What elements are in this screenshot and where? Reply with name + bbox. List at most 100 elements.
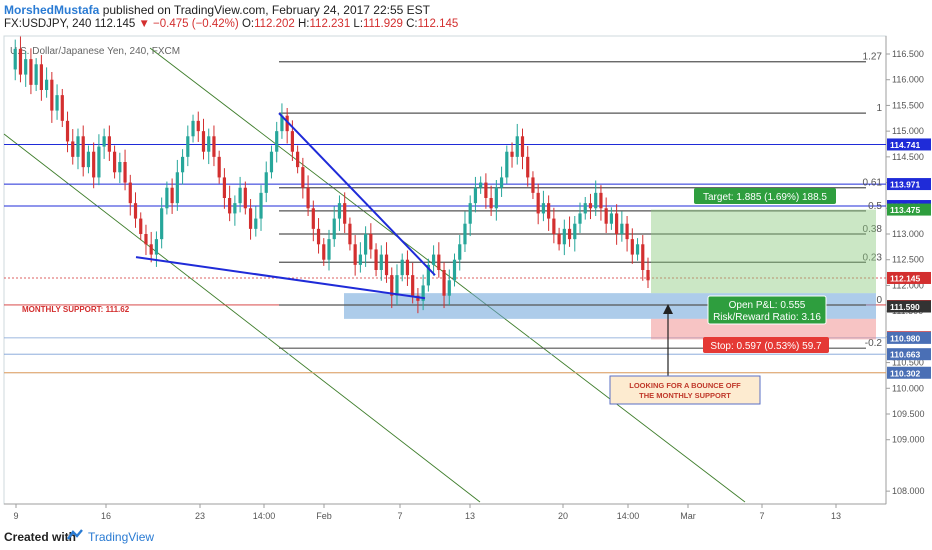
y-tick-label: 116.000 <box>892 75 924 85</box>
price-tag-label: 112.145 <box>890 273 921 283</box>
candle-body <box>426 264 430 286</box>
candle-body <box>358 254 362 265</box>
last-price: 112.145 <box>94 18 136 30</box>
candle-body <box>144 234 148 245</box>
y-tick-label: 109.500 <box>892 409 925 419</box>
price-tag-box <box>887 300 931 313</box>
note-line-1: LOOKING FOR A BOUNCE OFF <box>629 381 741 390</box>
price-tag-box <box>887 271 931 284</box>
x-tick-label: Mar <box>680 511 696 521</box>
x-tick-label: 14:00 <box>617 511 640 521</box>
y-tick-label: 110.000 <box>892 383 924 393</box>
candle-body <box>468 203 472 224</box>
target-label-group: Target: 1.885 (1.69%) 188.5 <box>694 188 836 204</box>
candle-body <box>515 136 519 157</box>
candle-body <box>165 187 169 209</box>
price-tag-label: 110.302 <box>890 368 921 378</box>
candle-body <box>369 234 373 250</box>
candle-body <box>259 192 263 219</box>
price-tag: 111.590 <box>887 300 931 313</box>
candle-body <box>562 228 566 245</box>
low-label: L: <box>353 18 364 30</box>
candle-body <box>374 249 378 270</box>
y-tick-label: 116.500 <box>892 49 924 59</box>
candle-body <box>541 203 546 214</box>
footer: Created with TradingView <box>0 522 932 550</box>
candle-body <box>311 208 315 229</box>
candle-body <box>118 162 122 173</box>
candle-body <box>196 120 200 132</box>
x-tick-label: 20 <box>558 511 568 521</box>
candle-body <box>348 223 352 245</box>
candle-body <box>536 192 540 214</box>
fib-level-label: 1 <box>876 103 882 114</box>
candle-body <box>531 177 535 193</box>
candle-body <box>442 270 446 296</box>
trendline-descending <box>278 112 436 276</box>
candle-body <box>588 203 593 209</box>
candle-body <box>50 79 54 111</box>
candle-body <box>290 131 294 152</box>
candle-body <box>630 239 634 255</box>
candle-body <box>494 187 498 209</box>
candle-body <box>133 203 138 219</box>
x-tick-label: 13 <box>465 511 475 521</box>
target-label: Target: 1.885 (1.69%) 188.5 <box>703 192 827 203</box>
author-link[interactable]: MorshedMustafa <box>4 3 100 17</box>
candle-body <box>24 59 28 75</box>
price-tag-label: 111.590 <box>890 302 920 312</box>
candle-body <box>29 59 33 85</box>
candle-body <box>13 48 17 70</box>
candle-body <box>379 254 383 270</box>
price-tag: 110.302 <box>887 366 931 379</box>
x-tick-label: 13 <box>831 511 841 521</box>
candle-body <box>65 120 70 142</box>
fib-level-label: 0.5 <box>868 201 882 212</box>
open-value: 112.202 <box>254 18 295 30</box>
candle-body <box>431 254 436 265</box>
candle-body <box>437 254 441 270</box>
candle-body <box>301 167 305 188</box>
candle-body <box>416 295 420 301</box>
candle-body <box>615 213 619 234</box>
tradingview-brand[interactable]: TradingView <box>88 530 155 544</box>
candle-body <box>180 156 185 173</box>
candle-body <box>123 162 127 183</box>
candle-body <box>186 136 190 157</box>
candle-body <box>332 218 336 240</box>
candle-body <box>635 244 640 255</box>
candle-body <box>76 136 80 157</box>
candle-body <box>212 136 216 157</box>
candle-body <box>322 244 326 260</box>
price-tag: 110.980 <box>887 331 931 344</box>
candle-body <box>390 275 394 296</box>
price-tag: 112.145 <box>887 271 931 284</box>
candle-body <box>316 228 321 245</box>
channel-line-upper <box>149 47 746 503</box>
symbol-line: FX:USDJPY, 240 112.145 ▼ −0.475 (−0.42%)… <box>4 18 458 30</box>
price-chart[interactable]: 108.000109.000109.500110.000110.500111.0… <box>0 34 932 522</box>
low-value: 111.929 <box>363 18 403 30</box>
candle-body <box>567 228 572 240</box>
chart-header: MorshedMustafa published on TradingView.… <box>0 0 932 34</box>
candle-body <box>343 203 347 224</box>
candle-body <box>92 151 96 178</box>
candle-body <box>285 115 289 132</box>
candle-body <box>405 259 410 276</box>
candle-body <box>463 223 467 245</box>
candle-body <box>264 172 268 193</box>
stop-label: Stop: 0.597 (0.53%) 59.7 <box>710 341 822 352</box>
y-tick-label: 115.000 <box>892 126 924 136</box>
candle-body <box>175 172 179 204</box>
candle-body <box>275 131 279 152</box>
candle-body <box>45 79 49 90</box>
candle-body <box>207 136 211 152</box>
candle-body <box>280 115 284 132</box>
price-change: ▼ −0.475 (−0.42%) <box>138 18 239 30</box>
price-tag-box <box>887 331 931 344</box>
candle-body <box>248 208 253 229</box>
candle-body <box>421 285 425 301</box>
candle-body <box>306 187 310 209</box>
candle-body <box>34 64 38 85</box>
